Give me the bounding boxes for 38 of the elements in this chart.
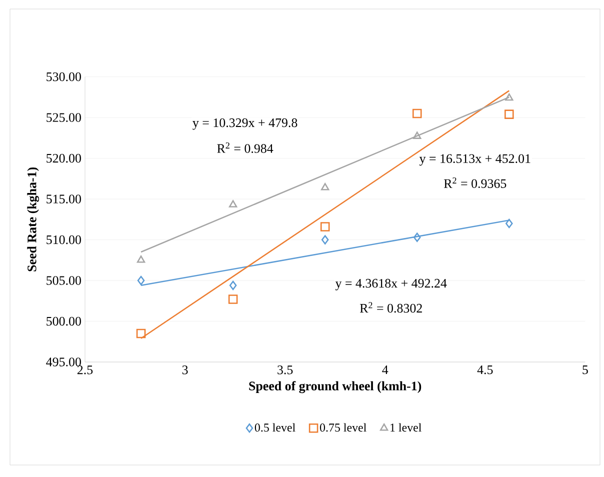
point bbox=[136, 256, 146, 263]
point bbox=[504, 110, 514, 119]
point bbox=[320, 222, 330, 232]
point bbox=[413, 232, 421, 242]
y-tick-label: 510.00 bbox=[46, 235, 81, 244]
annotation: R$^{2}$ = 0.984 bbox=[217, 142, 274, 153]
x-tick-label: 3.5 bbox=[278, 366, 293, 374]
legend-label: 1 level bbox=[390, 423, 422, 432]
annotation: y = 4.3618x + 492.24 bbox=[335, 278, 447, 290]
y-tick-label: 515.00 bbox=[46, 194, 81, 204]
legend-label: 0.75 level bbox=[320, 423, 366, 432]
y-tick-label: 520.00 bbox=[46, 154, 81, 163]
point bbox=[136, 328, 146, 338]
point bbox=[229, 280, 237, 290]
y-axis-title: Seed Rate (kgha-1) bbox=[27, 167, 40, 272]
annotation: y = 16.513x + 452.01 bbox=[419, 154, 530, 166]
y-tick-label: 505.00 bbox=[46, 276, 81, 285]
x-tick-label: 4.5 bbox=[477, 366, 493, 374]
legend-label: 0.5 level bbox=[254, 423, 296, 432]
x-tick-label: 2.5 bbox=[77, 366, 93, 374]
x-tick-label: 4 bbox=[382, 366, 388, 374]
y-tick-label: 500.00 bbox=[46, 316, 81, 326]
y-tick-label: 530.00 bbox=[46, 72, 81, 82]
point bbox=[412, 108, 422, 118]
point bbox=[321, 235, 329, 244]
annotation: y = 10.329x + 479.8 bbox=[192, 118, 298, 130]
x-tick-label: 5 bbox=[582, 366, 588, 374]
point bbox=[413, 132, 422, 139]
point bbox=[320, 183, 330, 190]
point bbox=[228, 294, 238, 304]
annotation: R$^{2}$ = 0.8302 bbox=[360, 302, 422, 313]
annotation: R$^{2}$ = 0.9365 bbox=[444, 177, 506, 188]
x-axis-title: Speed of ground wheel (kmh-1) bbox=[249, 381, 422, 394]
point bbox=[228, 200, 238, 208]
y-tick-label: 525.00 bbox=[46, 113, 81, 122]
point bbox=[137, 276, 145, 286]
y-tick-label: 495.00 bbox=[46, 358, 81, 366]
x-tick-label: 3 bbox=[182, 366, 188, 374]
